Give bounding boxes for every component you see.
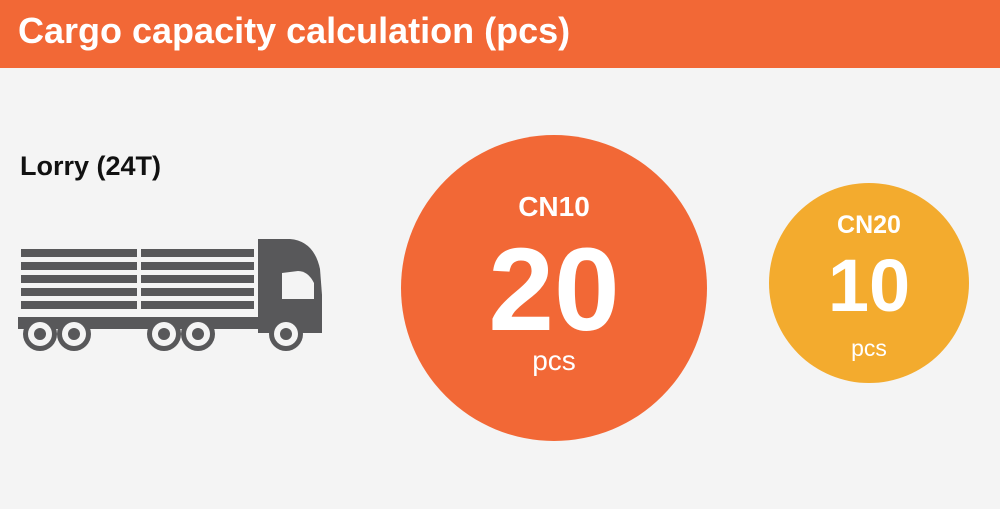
truck-icon xyxy=(18,239,322,351)
capacity-circle-cn10: CN10 20 pcs xyxy=(401,135,707,441)
capacity-circle-cn20: CN20 10 pcs xyxy=(769,183,969,383)
vehicle-label: Lorry (24T) xyxy=(20,151,162,181)
header-bar: Cargo capacity calculation (pcs) xyxy=(0,0,1000,68)
capacity-value: 10 xyxy=(827,244,911,327)
capacity-name: CN10 xyxy=(518,191,590,222)
page-title: Cargo capacity calculation (pcs) xyxy=(18,10,571,51)
capacity-unit: pcs xyxy=(532,345,576,376)
capacity-name: CN20 xyxy=(837,211,901,239)
capacity-unit: pcs xyxy=(851,335,887,361)
capacity-value: 20 xyxy=(488,224,620,356)
